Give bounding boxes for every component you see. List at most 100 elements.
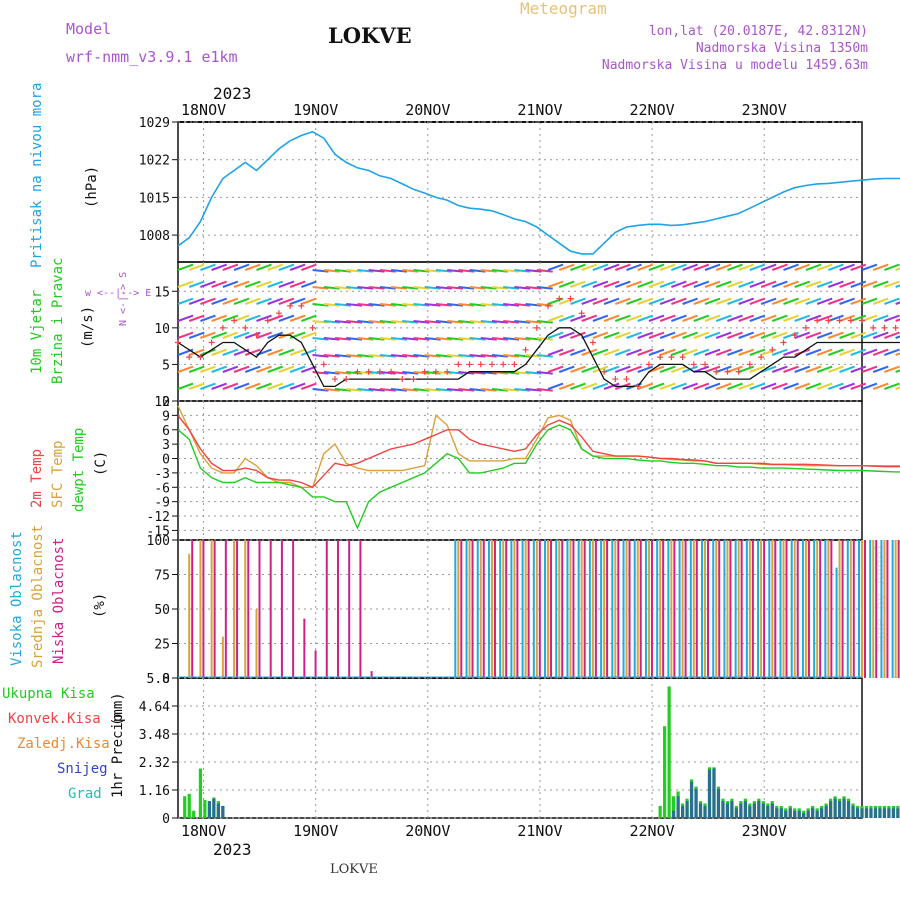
wind-barb xyxy=(771,314,788,322)
wind-barb xyxy=(558,382,575,390)
precip-snow-bar xyxy=(775,808,779,818)
wind-barb xyxy=(458,320,475,324)
wind-barb xyxy=(424,303,441,307)
wind-barb xyxy=(525,286,542,290)
wind-barb xyxy=(839,297,855,305)
pressure-tick-label: 1008 xyxy=(139,229,170,244)
wind-barb xyxy=(177,263,194,271)
wind-gust-mark xyxy=(545,302,552,309)
wind-gust-mark xyxy=(690,361,697,368)
precip-tick-label: 0 xyxy=(162,812,170,827)
wind-barb xyxy=(424,320,441,324)
wind-barb xyxy=(671,382,687,390)
wind-barb xyxy=(805,263,822,271)
wind-gust-mark xyxy=(567,295,574,302)
precip-snow-bar xyxy=(784,810,788,818)
wind-barb xyxy=(424,354,441,358)
wind-barb xyxy=(704,365,721,373)
precip-snow-bar xyxy=(766,805,770,818)
wind-barb xyxy=(850,365,867,373)
precip-total-bar xyxy=(203,799,207,818)
wind-gust-mark xyxy=(724,368,731,375)
wind-barb xyxy=(312,269,329,273)
wind-barb xyxy=(614,331,631,339)
model-elevation-label: Nadmorska Visina u modelu 1459.63m xyxy=(601,58,868,73)
wind-barb xyxy=(693,263,710,271)
precip-total-bar xyxy=(187,793,191,818)
wind-barb xyxy=(547,382,564,390)
wind-barb xyxy=(379,337,396,341)
wind-barb xyxy=(312,337,329,341)
precip-snow-bar xyxy=(676,796,680,818)
wind-barb xyxy=(188,331,205,339)
wind-barb xyxy=(637,382,654,390)
wind-barb xyxy=(626,365,642,373)
day-label-bottom: 21NOV xyxy=(517,822,562,840)
wind-barb xyxy=(323,286,340,290)
wind-barb xyxy=(592,263,609,271)
wind-barb xyxy=(289,263,306,271)
wind-gust-mark xyxy=(298,302,305,309)
wind-gust-mark xyxy=(320,361,327,368)
wind-gust-mark xyxy=(668,354,675,361)
wind-barb xyxy=(760,365,777,373)
wind-barb xyxy=(704,331,721,339)
wind-barb xyxy=(738,331,755,339)
wind-barb xyxy=(671,297,687,305)
wind-barb xyxy=(816,365,833,373)
wind-barb xyxy=(525,303,542,307)
wind-barb xyxy=(861,348,878,356)
wind-barb xyxy=(626,348,642,356)
wind-barb xyxy=(659,297,676,305)
temp-tick-label: -3 xyxy=(154,467,170,482)
wind-barb xyxy=(346,286,363,290)
wind-barb xyxy=(828,331,844,339)
wind-barb xyxy=(872,314,889,322)
wind-barb xyxy=(447,354,464,358)
wind-barb xyxy=(727,382,743,390)
wind-barb xyxy=(715,263,732,271)
wind-barb xyxy=(447,337,464,341)
wind-barb xyxy=(884,263,900,271)
wind-barb xyxy=(648,280,665,288)
wind-barb xyxy=(872,263,889,271)
wind-barb xyxy=(244,297,261,305)
temp-t2m-line xyxy=(177,414,900,489)
wind-barb xyxy=(514,354,531,358)
wind-barb xyxy=(503,354,520,358)
precip-snow-bar xyxy=(221,805,225,818)
wind-barb xyxy=(323,371,340,375)
wind-barb xyxy=(816,382,833,390)
wind-barb xyxy=(895,352,900,356)
temp-tick-label: -12 xyxy=(147,510,170,525)
wind-barb xyxy=(312,371,329,375)
wind-gust-mark xyxy=(634,383,641,390)
wind-barb xyxy=(346,371,363,375)
precip-snow-bar xyxy=(752,803,756,818)
wind-gust-mark xyxy=(343,376,350,383)
wind-barb xyxy=(413,320,430,324)
year-bottom: 2023 xyxy=(213,840,252,859)
wind-barb xyxy=(850,382,867,390)
cloud-tick-label: 100 xyxy=(147,534,170,549)
precip-total-bar xyxy=(198,768,203,818)
temp-sfc-line xyxy=(177,405,900,488)
wind-barb xyxy=(514,286,531,290)
wind-barb xyxy=(783,331,799,339)
wind-gust-mark xyxy=(432,368,439,375)
wind-barb xyxy=(805,297,822,305)
wind-gust-mark xyxy=(802,324,809,331)
wind-barb xyxy=(592,331,609,339)
wind-barb xyxy=(379,286,396,290)
wind-barb xyxy=(592,365,609,373)
wind-barb xyxy=(188,348,205,356)
precip-snow-bar xyxy=(779,808,783,818)
wind-barb xyxy=(749,331,766,339)
wind-barb xyxy=(771,348,788,356)
wind-barb xyxy=(547,348,564,356)
wind-barb xyxy=(738,314,755,322)
wind-barb xyxy=(771,263,788,271)
wind-barb xyxy=(334,388,352,392)
wind-barb xyxy=(884,314,900,322)
wind-gust-mark xyxy=(881,324,888,331)
